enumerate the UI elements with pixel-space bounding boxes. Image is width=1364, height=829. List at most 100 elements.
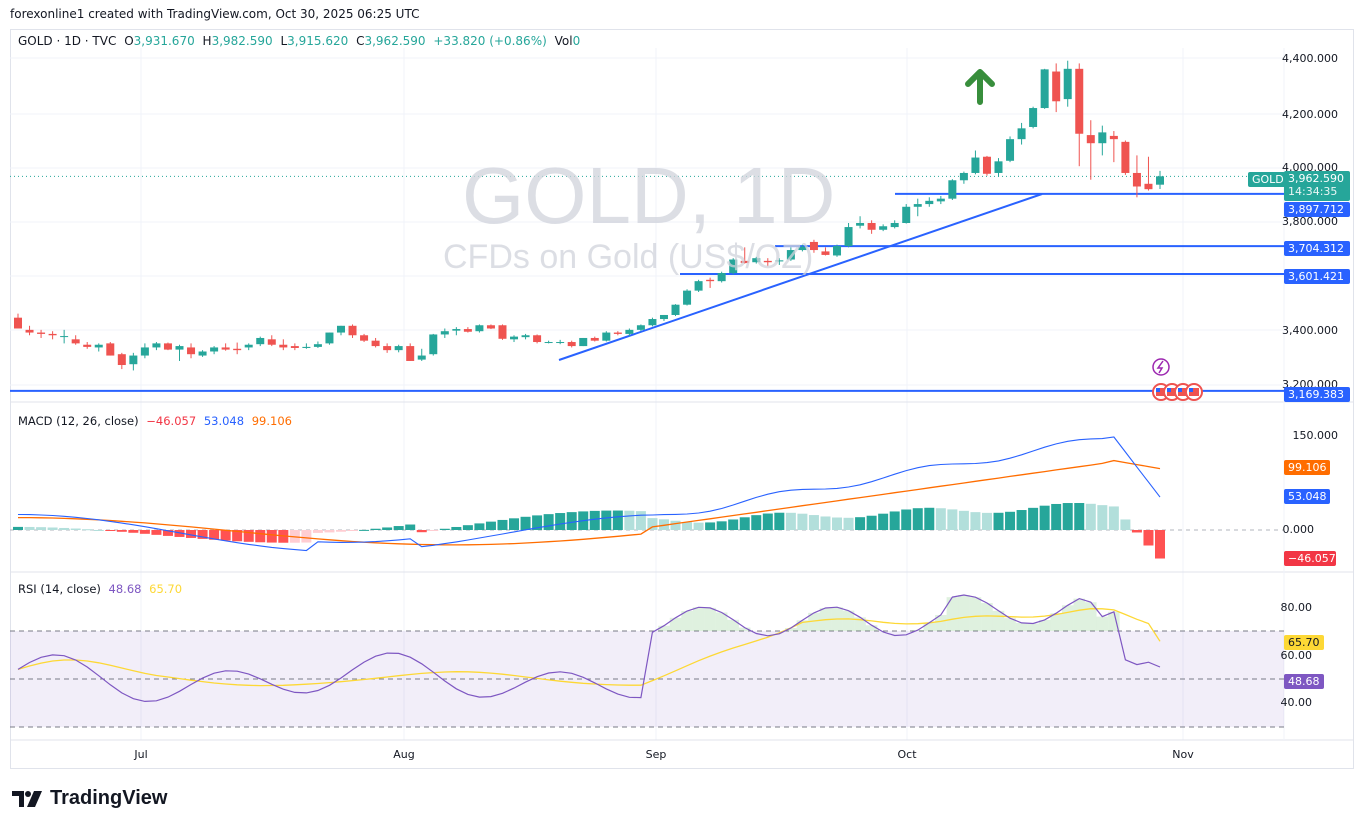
candle-body xyxy=(1144,183,1153,190)
time-tick: Aug xyxy=(393,748,415,761)
rsi-overbought-fill xyxy=(1004,618,1016,631)
candle-body xyxy=(83,344,92,347)
candle-body xyxy=(544,342,553,344)
candle-body xyxy=(786,250,795,260)
rsi-ma-line xyxy=(17,608,1161,687)
rsi-overbought-fill xyxy=(1096,616,1109,631)
candle-body xyxy=(25,329,34,333)
volume-value: 0 xyxy=(572,34,581,48)
tradingview-logo[interactable]: TradingView xyxy=(12,787,167,810)
macd-legend[interactable]: MACD (12, 26, close) −46.057 53.048 99.1… xyxy=(18,414,292,428)
candle-body xyxy=(671,304,680,315)
macd-histogram-bar xyxy=(555,513,566,530)
rsi-tick: 40.00 xyxy=(1280,696,1313,709)
macd-histogram-bar xyxy=(485,521,496,530)
macd-histogram-bar xyxy=(197,530,208,539)
candle-body xyxy=(533,335,542,343)
rsi-overbought-fill xyxy=(669,617,682,631)
lightning-event-icon xyxy=(1156,360,1164,374)
macd-histogram-bar xyxy=(174,530,185,537)
candle-body xyxy=(602,332,611,341)
macd-histogram-bar xyxy=(901,509,912,530)
price-tick: 4,200.000 xyxy=(1282,108,1338,121)
macd-histogram-bar xyxy=(13,526,23,530)
time-tick: Nov xyxy=(1172,748,1194,761)
rsi-overbought-fill xyxy=(738,627,751,631)
price-tick: 4,000.000 xyxy=(1282,161,1338,174)
symbol-label[interactable]: GOLD · 1D · TVC xyxy=(18,34,117,48)
candle-body xyxy=(187,347,196,355)
level-tag: 3,169.383 xyxy=(1284,387,1350,402)
us-flag-event-icon xyxy=(1167,388,1171,392)
macd-histogram-bar xyxy=(878,513,889,530)
macd-histogram-bar xyxy=(128,530,139,533)
macd-histogram-bar xyxy=(716,521,727,530)
macd-histogram-bar xyxy=(612,510,623,530)
rsi-legend[interactable]: RSI (14, close) 48.68 65.70 xyxy=(18,582,183,596)
macd-histogram-bar xyxy=(589,510,600,530)
macd-histogram-bar xyxy=(728,519,739,530)
candle-body xyxy=(798,246,807,251)
candle-body xyxy=(429,334,438,355)
us-flag-event-icon xyxy=(1178,388,1182,392)
symbol-price-tag: GOLD xyxy=(1248,172,1288,187)
candle-body xyxy=(256,337,265,345)
current-price-tag: 3,962.590 14:34:35 xyxy=(1284,171,1350,201)
macd-histogram-bar xyxy=(647,518,658,530)
candle-body xyxy=(267,339,276,345)
candle-body xyxy=(1017,128,1026,140)
macd-histogram-bar xyxy=(312,530,323,533)
candle-body xyxy=(1075,68,1084,134)
macd-histogram-bar xyxy=(543,514,554,530)
macd-histogram-bar xyxy=(682,522,693,530)
candle-body xyxy=(1029,108,1038,127)
candle-body xyxy=(683,290,692,305)
macd-histogram-bar xyxy=(843,517,854,530)
ohlc-legend: GOLD · 1D · TVC O3,931.670 H3,982.590 L3… xyxy=(18,34,581,48)
candle-body xyxy=(117,354,126,366)
candle-body xyxy=(648,319,657,326)
tradingview-logo-icon xyxy=(12,790,42,807)
candle-body xyxy=(371,340,380,347)
rsi-overbought-fill xyxy=(681,611,693,631)
candle-body xyxy=(579,337,588,347)
candle-body xyxy=(348,325,357,336)
candle-body xyxy=(475,325,484,332)
rsi-ma-tag: 65.70 xyxy=(1284,635,1324,650)
macd-histogram-bar xyxy=(705,522,716,530)
macd-histogram-bar xyxy=(739,517,750,530)
macd-histogram-bar xyxy=(532,515,543,530)
macd-histogram-bar xyxy=(1005,511,1016,530)
macd-histogram-bar xyxy=(220,530,231,541)
candle-body xyxy=(383,346,392,351)
watermark-subtitle: CFDs on Gold (US$/OZ) xyxy=(443,238,814,276)
rsi-overbought-fill xyxy=(1027,623,1039,631)
candle-body xyxy=(959,172,968,181)
rsi-overbought-fill xyxy=(923,622,936,631)
price-tick: 4,400.000 xyxy=(1282,52,1338,65)
candle-body xyxy=(210,347,219,352)
level-tag: 3,601.421 xyxy=(1284,269,1350,284)
macd-histogram-bar xyxy=(370,528,381,530)
candle-body xyxy=(902,206,911,224)
macd-histogram-bar xyxy=(1120,519,1131,530)
rsi-overbought-fill xyxy=(808,612,820,631)
macd-histogram-bar xyxy=(808,515,819,530)
rsi-overbought-fill xyxy=(969,597,982,631)
macd-histogram-bar xyxy=(1028,507,1039,530)
high-value: 3,982.590 xyxy=(211,34,273,48)
rsi-overbought-fill xyxy=(785,628,797,631)
candle-body xyxy=(60,336,69,338)
us-flag-event-icon xyxy=(1156,388,1166,396)
macd-histogram-bar xyxy=(393,526,404,530)
candle-body xyxy=(1063,68,1072,100)
rsi-overbought-fill xyxy=(854,617,866,631)
macd-histogram-bar xyxy=(1016,510,1027,530)
macd-histogram-bar xyxy=(439,528,450,530)
us-flag-event-icon xyxy=(1178,388,1188,396)
chart-credit: forexonline1 created with TradingView.co… xyxy=(10,7,420,21)
rsi-overbought-fill xyxy=(796,620,809,631)
macd-histogram-bar xyxy=(301,530,312,543)
macd-histogram-bar xyxy=(1108,506,1119,530)
